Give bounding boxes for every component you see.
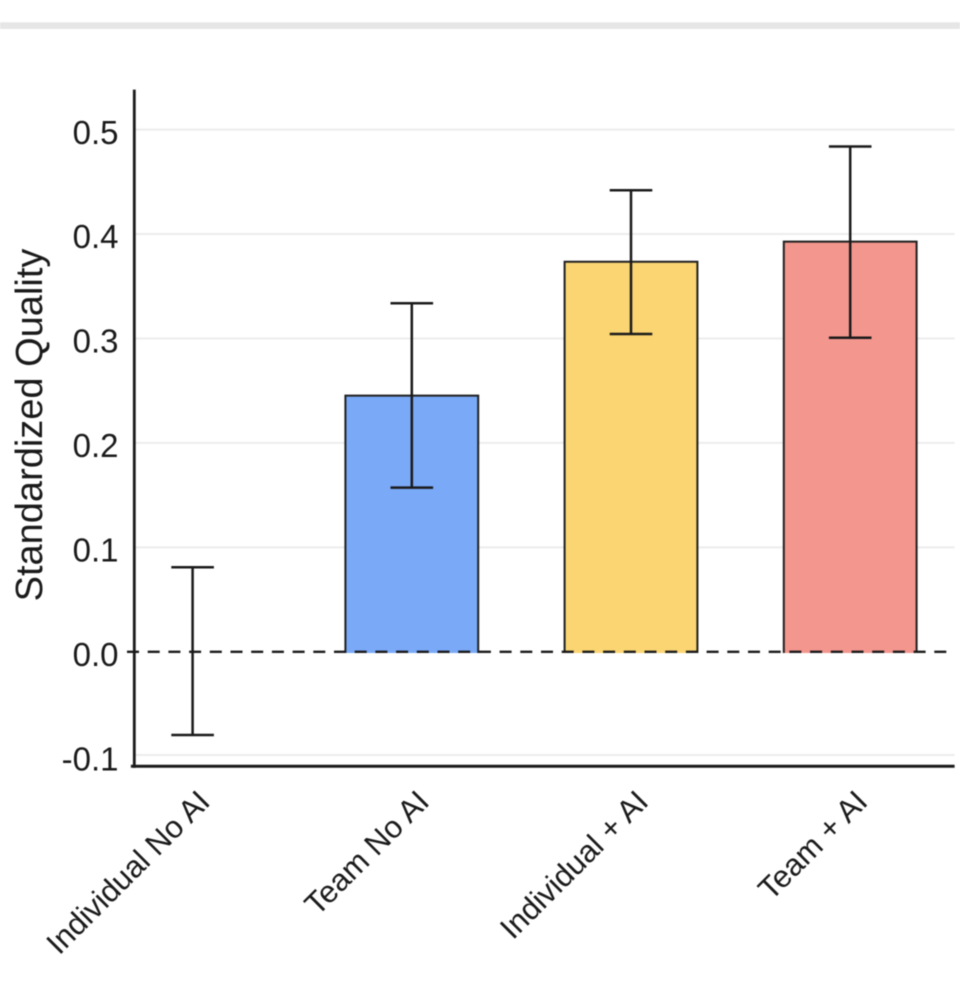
svg-text:-0.1: -0.1	[62, 740, 119, 777]
svg-text:0.1: 0.1	[73, 532, 119, 569]
svg-text:0.5: 0.5	[73, 114, 119, 151]
svg-text:0.2: 0.2	[73, 427, 119, 464]
svg-text:0.3: 0.3	[73, 323, 119, 360]
svg-text:0.4: 0.4	[73, 218, 119, 255]
svg-text:0.0: 0.0	[73, 636, 119, 673]
svg-text:Standardized Quality: Standardized Quality	[9, 249, 51, 602]
